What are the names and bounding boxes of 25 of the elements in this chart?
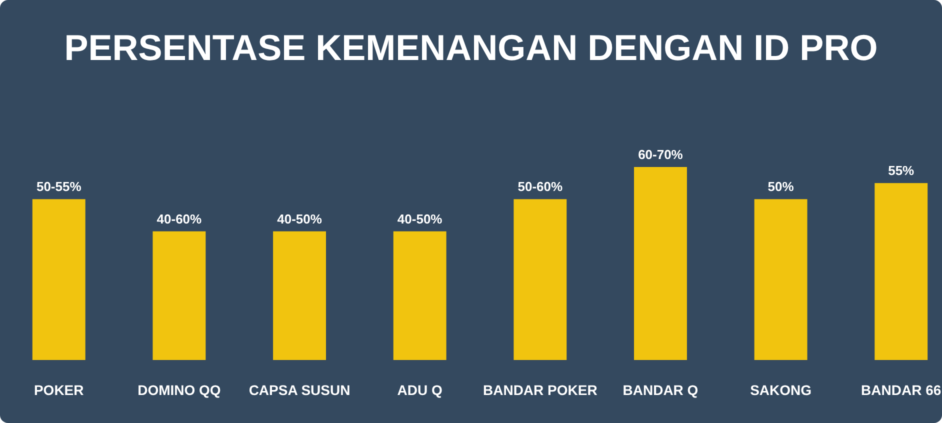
data-label: 40-50% (397, 211, 443, 226)
x-tick-label: ADU Q (397, 382, 442, 398)
data-label: 50-60% (518, 179, 564, 194)
bar (874, 183, 928, 360)
x-tick-label: CAPSA SUSUN (248, 382, 350, 398)
x-tick-label: BANDAR POKER (482, 382, 598, 398)
data-label: 40-60% (156, 211, 202, 226)
data-label: 60-70% (638, 147, 684, 162)
data-label: 55% (888, 163, 915, 178)
x-tick-label: SAKONG (750, 382, 812, 398)
bar (754, 199, 808, 360)
x-tick-label: POKER (34, 382, 84, 398)
bar (634, 167, 687, 360)
bar (32, 199, 86, 360)
data-label: 50-55% (36, 179, 82, 194)
bar (273, 231, 326, 360)
chart-title: PERSENTASE KEMENANGAN DENGAN ID PRO (64, 27, 878, 68)
bar (514, 199, 567, 360)
x-tick-label: BANDAR 66 (861, 382, 942, 398)
data-label: 40-50% (277, 211, 322, 226)
data-label: 50% (768, 179, 794, 194)
bar (152, 231, 206, 360)
bar (393, 231, 446, 360)
x-tick-label: BANDAR Q (622, 382, 698, 398)
x-tick-label: DOMINO QQ (138, 382, 221, 398)
